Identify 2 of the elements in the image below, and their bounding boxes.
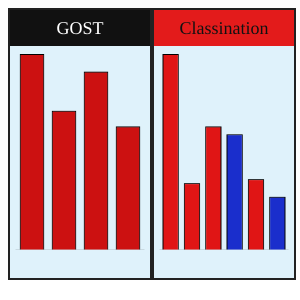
chart-title: GOST — [10, 10, 150, 46]
chart-title: Classination — [154, 10, 294, 46]
